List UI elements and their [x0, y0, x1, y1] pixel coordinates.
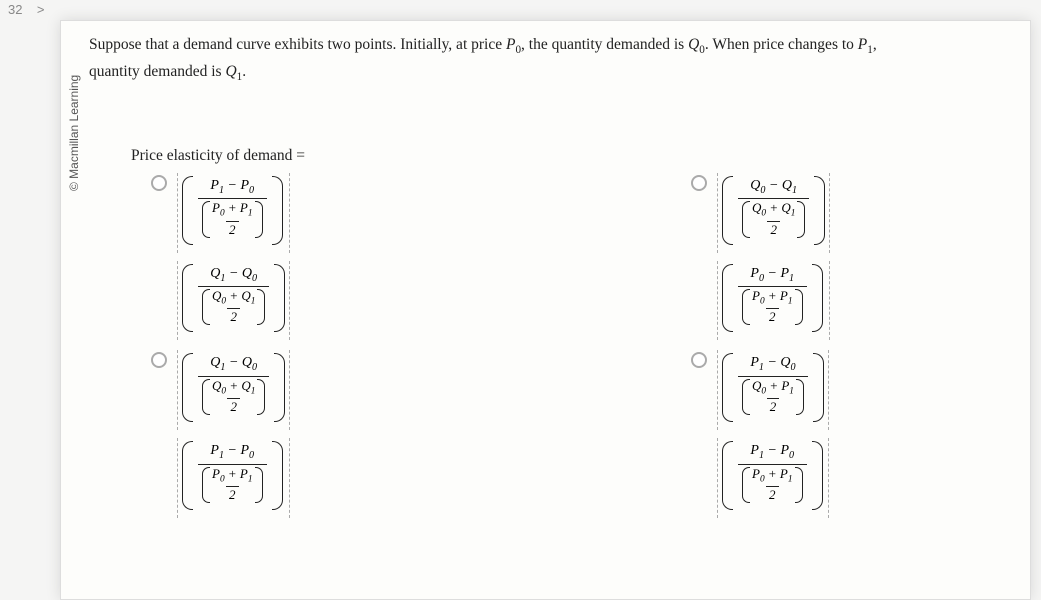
var-q1: Q	[225, 63, 236, 80]
formula-0: P1 − P0P0 + P12Q1 − Q0Q0 + Q12	[177, 173, 290, 341]
prompt-label: Price elasticity of demand =	[131, 147, 1000, 165]
q-text-1: Suppose that a demand curve exhibits two…	[89, 36, 506, 53]
radio-button-2[interactable]	[151, 352, 167, 368]
var-p1: P	[858, 36, 867, 53]
formula-2-top: Q1 − Q0Q0 + Q12	[177, 350, 290, 430]
page-num: 32	[8, 2, 22, 17]
q-text-3: . When price changes to	[705, 36, 858, 53]
formula-1-bot: P0 − P1P0 + P12	[717, 261, 830, 341]
answer-option-3[interactable]: P1 − Q0Q0 + P12P1 − P0P0 + P12	[691, 350, 971, 518]
top-bar: 32 >	[0, 0, 53, 19]
var-q0: Q	[688, 36, 699, 53]
formula-0-bot: Q1 − Q0Q0 + Q12	[177, 261, 290, 341]
formula-3-top: P1 − Q0Q0 + P12	[717, 350, 829, 430]
answer-option-1[interactable]: Q0 − Q1Q0 + Q12P0 − P1P0 + P12	[691, 173, 971, 341]
options-grid: P1 − P0P0 + P12Q1 − Q0Q0 + Q12Q0 − Q1Q0 …	[151, 173, 1001, 518]
page-content: © Macmillan Learning Suppose that a dema…	[60, 20, 1031, 600]
formula-0-top: P1 − P0P0 + P12	[177, 173, 290, 253]
answer-option-0[interactable]: P1 − P0P0 + P12Q1 − Q0Q0 + Q12	[151, 173, 431, 341]
copyright-text: © Macmillan Learning	[67, 75, 81, 191]
formula-2: Q1 − Q0Q0 + Q12P1 − P0P0 + P12	[177, 350, 290, 518]
question-text: Suppose that a demand curve exhibits two…	[89, 33, 1000, 87]
answer-option-2[interactable]: Q1 − Q0Q0 + Q12P1 − P0P0 + P12	[151, 350, 431, 518]
formula-1-top: Q0 − Q1Q0 + Q12	[717, 173, 830, 253]
q-text-2: , the quantity demanded is	[521, 36, 688, 53]
formula-2-bot: P1 − P0P0 + P12	[177, 438, 290, 518]
formula-3: P1 − Q0Q0 + P12P1 − P0P0 + P12	[717, 350, 829, 518]
radio-button-3[interactable]	[691, 352, 707, 368]
q-text-4: ,	[873, 36, 877, 53]
radio-button-1[interactable]	[691, 175, 707, 191]
formula-3-bot: P1 − P0P0 + P12	[717, 438, 829, 518]
q-text-6: .	[242, 63, 246, 80]
formula-1: Q0 − Q1Q0 + Q12P0 − P1P0 + P12	[717, 173, 830, 341]
chevron-icon: >	[37, 2, 45, 17]
q-text-5: quantity demanded is	[89, 63, 225, 80]
radio-button-0[interactable]	[151, 175, 167, 191]
